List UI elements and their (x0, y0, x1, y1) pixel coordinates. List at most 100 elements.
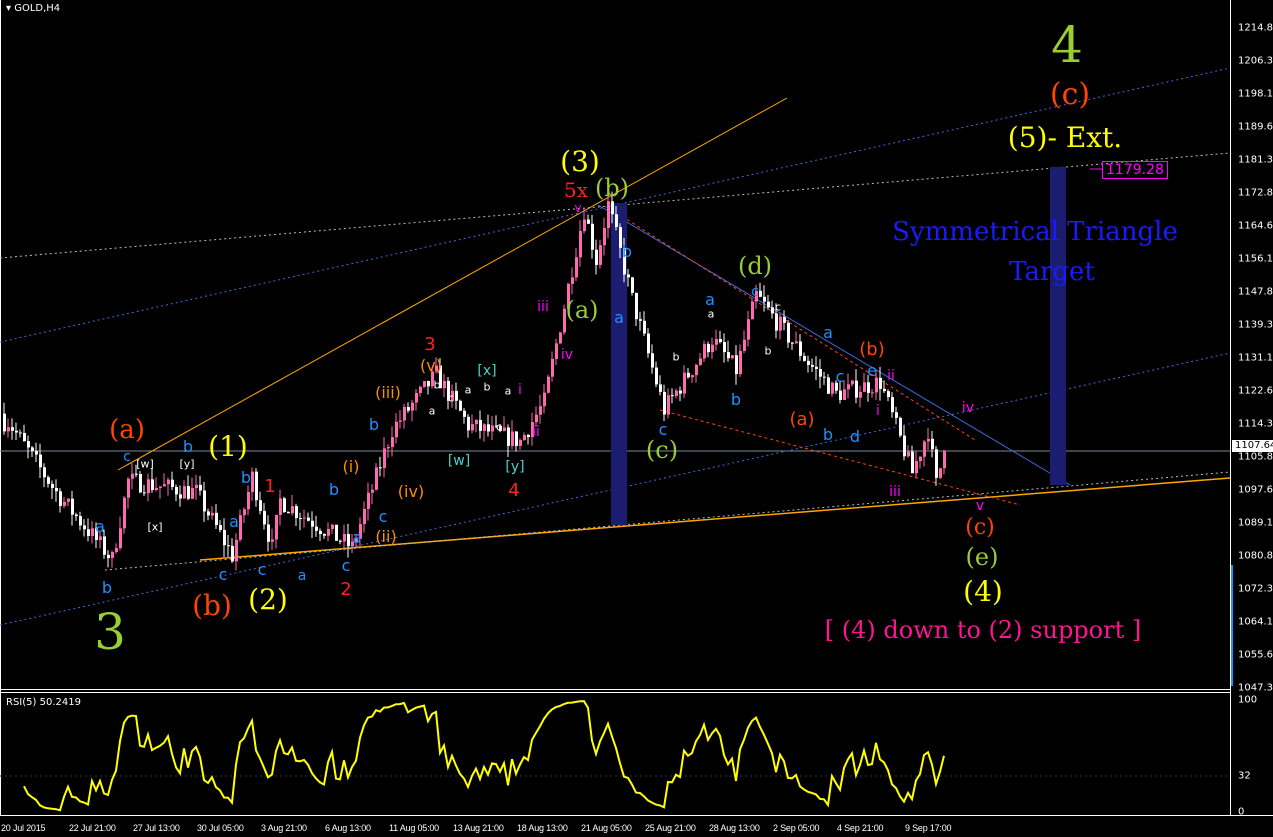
candle (383, 448, 386, 468)
candle (619, 227, 622, 248)
candle (899, 417, 902, 436)
candle (443, 380, 446, 389)
candle (607, 201, 610, 229)
candle (431, 371, 434, 387)
candle (563, 308, 566, 333)
triangle-lower-red (659, 409, 1021, 506)
candle (591, 223, 594, 250)
time-tick: 22 Jul 21:00 (69, 823, 116, 833)
time-tick: 6 Aug 13:00 (325, 823, 371, 833)
candle (587, 219, 590, 224)
triangle-down-icon[interactable]: ▾ (6, 3, 12, 14)
wave-label: b (764, 344, 772, 358)
candle (167, 479, 170, 485)
price-tick: 1114.37 (1238, 418, 1273, 430)
wave-label: (ii) (375, 527, 397, 546)
candle (823, 376, 826, 378)
candle (351, 541, 354, 547)
wave-label: 2 (340, 579, 352, 600)
candle (611, 201, 614, 215)
candle (467, 416, 470, 431)
candle (355, 538, 358, 542)
candles (3, 191, 946, 571)
price-tick: 1139.37 (1238, 319, 1273, 331)
candle (907, 451, 910, 457)
time-tick: 4 Sep 21:00 (837, 823, 884, 833)
wave-label: (5)- Ext. (1007, 121, 1123, 154)
candle (239, 515, 242, 540)
wave-label: b (483, 380, 491, 394)
wave-label: (a) (565, 296, 599, 324)
wave-label: [w] (136, 457, 154, 471)
candle (19, 432, 22, 434)
candle (783, 316, 786, 323)
candle (503, 427, 506, 431)
candle (435, 365, 438, 372)
candle (519, 440, 522, 446)
frame (0, 0, 1273, 816)
candle (875, 377, 878, 393)
wave-label: ii (887, 368, 895, 384)
wave-label: c (341, 556, 351, 575)
wave-label: (c) (1049, 77, 1091, 112)
candle (515, 431, 518, 446)
rsi-tick: 0 (1238, 806, 1245, 818)
candle (491, 425, 494, 432)
rsi-line (23, 700, 945, 812)
candle (247, 492, 250, 510)
wave-label: Target (1009, 257, 1095, 287)
candle (115, 548, 118, 552)
candle (211, 512, 214, 516)
wave-label: a (428, 404, 436, 418)
candle (623, 247, 626, 275)
candle (231, 545, 234, 562)
candle (223, 530, 226, 546)
wave-label: b (328, 480, 340, 499)
rsi-tick: 100 (1238, 694, 1258, 706)
price-tick: 1105.87 (1238, 451, 1273, 463)
candle (123, 497, 126, 529)
candle (535, 414, 538, 423)
candle (295, 506, 298, 519)
candle (459, 400, 462, 411)
candle (327, 528, 330, 536)
wave-label: c (835, 367, 845, 386)
candle (939, 468, 942, 478)
wave-label: i (876, 403, 880, 419)
candle (839, 390, 842, 400)
wave-label: c (751, 284, 759, 300)
candle (439, 365, 442, 389)
wave-label: a (95, 517, 105, 536)
candle (707, 343, 710, 353)
candle (203, 490, 206, 512)
wave-label: v (975, 498, 985, 514)
candle (703, 343, 706, 359)
trendlines (0, 67, 1233, 777)
candle (667, 395, 670, 415)
candle (171, 479, 174, 487)
wave-label: a (229, 512, 239, 531)
wave-label: iv (961, 400, 975, 416)
wave-label: (v) (420, 356, 442, 375)
candle (63, 501, 66, 506)
wave-label: 3 (94, 603, 126, 661)
candle (27, 441, 30, 448)
price-tick: 1164.62 (1238, 220, 1273, 232)
candle (723, 342, 726, 353)
candle (55, 487, 58, 492)
candle (143, 492, 146, 494)
candle (643, 320, 646, 334)
wave-label: b (433, 378, 441, 392)
candle (131, 473, 134, 479)
price-tick: 1147.87 (1238, 286, 1273, 298)
time-tick: 11 Aug 05:00 (389, 823, 439, 833)
candle (675, 390, 678, 396)
time-tick: 18 Aug 13:00 (517, 823, 568, 833)
wave-label: [x] (147, 520, 163, 534)
candle (67, 498, 70, 502)
candle (727, 352, 730, 359)
candle (811, 364, 814, 367)
candle (311, 520, 314, 527)
candle (859, 391, 862, 398)
